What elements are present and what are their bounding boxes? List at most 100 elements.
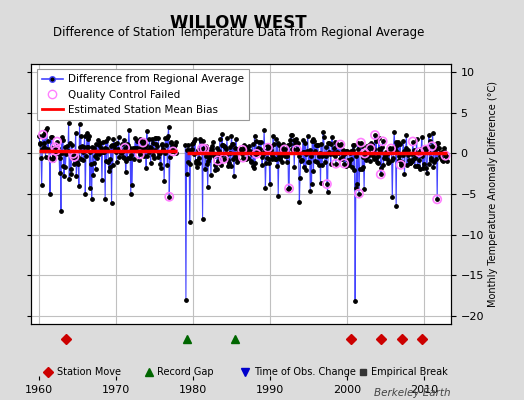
Point [128, 145, 137, 152]
Point [99, 148, 107, 155]
Point [266, 147, 275, 153]
Point [415, 149, 423, 156]
Point [143, 128, 151, 134]
Point [208, 142, 216, 149]
Point [288, 132, 296, 138]
Point [317, 140, 325, 147]
Point [156, 150, 164, 156]
Point [303, 147, 311, 154]
Point [329, 150, 337, 156]
Point [100, 145, 108, 151]
Point [185, 219, 194, 226]
Point [170, 144, 179, 151]
Point [184, 158, 193, 165]
Point [81, 191, 90, 198]
Point [39, 132, 47, 138]
Point [393, 149, 401, 155]
Point [185, 147, 193, 153]
Point [210, 152, 219, 159]
Point [261, 185, 269, 192]
Point [340, 151, 348, 158]
Point [398, 152, 407, 158]
Point [187, 148, 195, 154]
Point [290, 164, 299, 170]
Point [252, 137, 260, 144]
Point [112, 148, 120, 155]
Point [243, 148, 252, 154]
Point [69, 151, 78, 157]
Point [224, 163, 233, 169]
Point [276, 156, 285, 162]
Point [213, 166, 221, 172]
Point [273, 163, 281, 170]
Point [73, 159, 81, 165]
Point [245, 143, 254, 150]
Point [309, 136, 317, 142]
Point [441, 152, 450, 159]
Point [221, 144, 229, 151]
Point [297, 158, 305, 164]
Point [352, 185, 360, 191]
Point [303, 133, 312, 139]
Point [102, 158, 111, 164]
Point [326, 150, 334, 157]
Point [86, 149, 95, 156]
Point [53, 138, 61, 145]
Point [333, 149, 341, 156]
Point [232, 136, 240, 143]
Point [319, 129, 328, 136]
Point [108, 141, 116, 148]
Point [311, 148, 319, 154]
Point [96, 140, 104, 146]
Point [202, 142, 211, 149]
Point [368, 142, 377, 148]
Point [48, 155, 57, 162]
Point [232, 159, 241, 165]
Point [285, 186, 293, 192]
Point [340, 160, 348, 167]
Point [415, 149, 423, 156]
Point [353, 181, 361, 187]
Point [103, 146, 111, 152]
Point [275, 142, 283, 148]
Point [136, 151, 144, 158]
Point [222, 151, 231, 158]
Point [78, 142, 86, 149]
Text: Empirical Break: Empirical Break [371, 366, 447, 377]
Point [259, 150, 267, 156]
Point [162, 135, 171, 142]
Point [130, 156, 138, 162]
Point [150, 155, 158, 162]
Point [243, 146, 251, 152]
Point [219, 142, 227, 148]
Point [142, 165, 150, 171]
Point [357, 143, 366, 150]
Point [113, 158, 121, 165]
Point [418, 153, 427, 159]
Point [114, 146, 122, 152]
Point [275, 153, 283, 159]
Point [366, 158, 374, 164]
Point [165, 194, 173, 200]
Point [157, 141, 166, 147]
Point [214, 147, 223, 154]
Point [406, 160, 414, 166]
Point [264, 144, 272, 151]
Point [106, 164, 114, 170]
Point [348, 164, 356, 171]
Point [168, 143, 177, 150]
Point [127, 190, 135, 197]
Point [424, 132, 433, 138]
Point [436, 152, 444, 159]
Point [408, 151, 417, 158]
Point [199, 216, 207, 222]
Point [50, 152, 58, 159]
Point [196, 146, 205, 152]
Point [272, 136, 280, 142]
Point [104, 135, 112, 141]
Point [331, 138, 340, 145]
Point [203, 184, 212, 190]
Point [376, 146, 384, 153]
Point [217, 162, 225, 168]
Point [364, 152, 373, 159]
